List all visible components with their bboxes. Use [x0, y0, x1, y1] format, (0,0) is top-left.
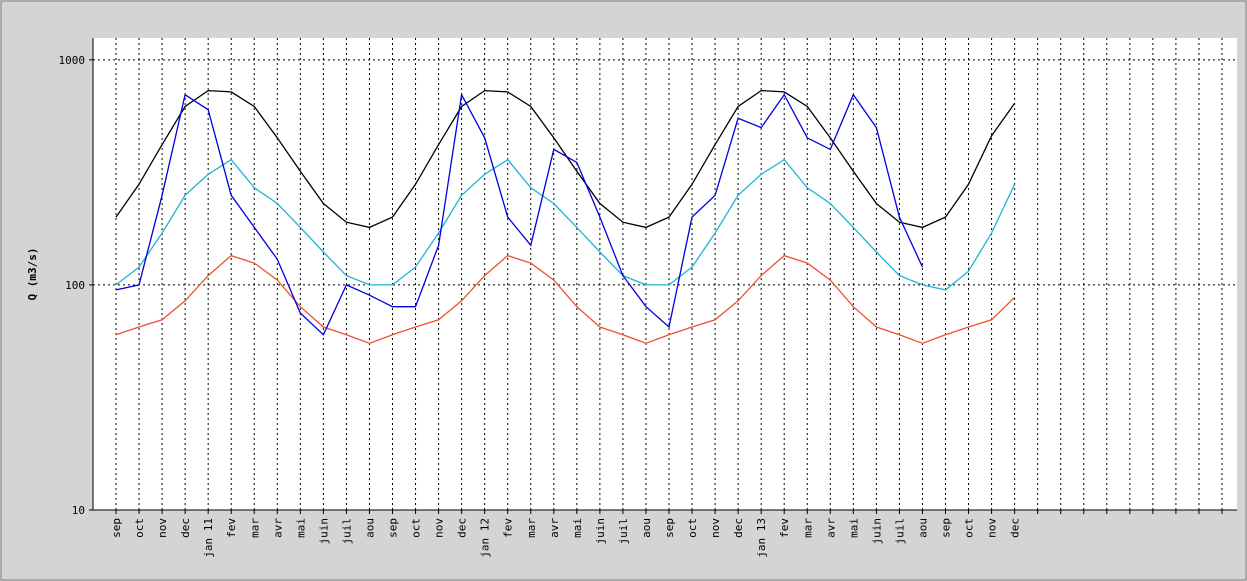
y-tick-label: 1000 — [59, 54, 86, 67]
x-tick-label: sep — [663, 518, 676, 538]
x-tick-label: avr — [824, 518, 837, 538]
x-tick-label: aou — [640, 518, 653, 538]
x-tick-label: nov — [433, 518, 446, 538]
plot-area — [93, 38, 1237, 510]
x-tick-label: fev — [502, 518, 515, 538]
x-tick-label: juil — [617, 518, 630, 545]
x-tick-label: nov — [156, 518, 169, 538]
x-tick-label: sep — [110, 518, 123, 538]
x-tick-label: mai — [294, 518, 307, 538]
series-line — [115, 92, 924, 336]
x-tick-label: nov — [986, 518, 999, 538]
series-line — [115, 158, 1016, 291]
x-tick-label: mar — [801, 518, 814, 538]
x-tick-label: mar — [525, 518, 538, 538]
x-tick-label: oct — [963, 518, 976, 538]
x-tick-label: dec — [179, 518, 192, 538]
x-tick-label: dec — [732, 518, 745, 538]
series-line — [115, 89, 1016, 229]
x-tick-label: oct — [410, 518, 423, 538]
x-tick-label: juin — [317, 518, 330, 545]
x-tick-label: fev — [225, 518, 238, 538]
x-tick-label: jan 13 — [755, 518, 768, 558]
x-tick-label: aou — [916, 518, 929, 538]
x-tick-label: aou — [363, 518, 376, 538]
x-tick-label: mai — [847, 518, 860, 538]
x-tick-label: jan 12 — [479, 518, 492, 558]
x-tick-label: dec — [1009, 518, 1022, 538]
x-tick-label: nov — [709, 518, 722, 538]
x-tick-label: sep — [940, 518, 953, 538]
series-line — [115, 254, 1016, 344]
x-tick-label: dec — [456, 518, 469, 538]
x-tick-label: avr — [548, 518, 561, 538]
y-tick-label: 10 — [72, 504, 85, 517]
x-tick-label: jan 11 — [202, 518, 215, 558]
x-tick-label: oct — [133, 518, 146, 538]
x-tick-label: mai — [571, 518, 584, 538]
x-tick-label: mar — [248, 518, 261, 538]
y-axis-label: Q (m3/s) — [26, 248, 39, 301]
x-tick-label: oct — [686, 518, 699, 538]
y-tick-label: 100 — [65, 279, 85, 292]
x-tick-label: avr — [271, 518, 284, 538]
x-tick-label: fev — [778, 518, 791, 538]
x-tick-label: juin — [870, 518, 883, 545]
x-tick-label: juil — [340, 518, 353, 545]
x-tick-label: sep — [387, 518, 400, 538]
x-tick-label: juin — [594, 518, 607, 545]
x-tick-label: juil — [893, 518, 906, 545]
